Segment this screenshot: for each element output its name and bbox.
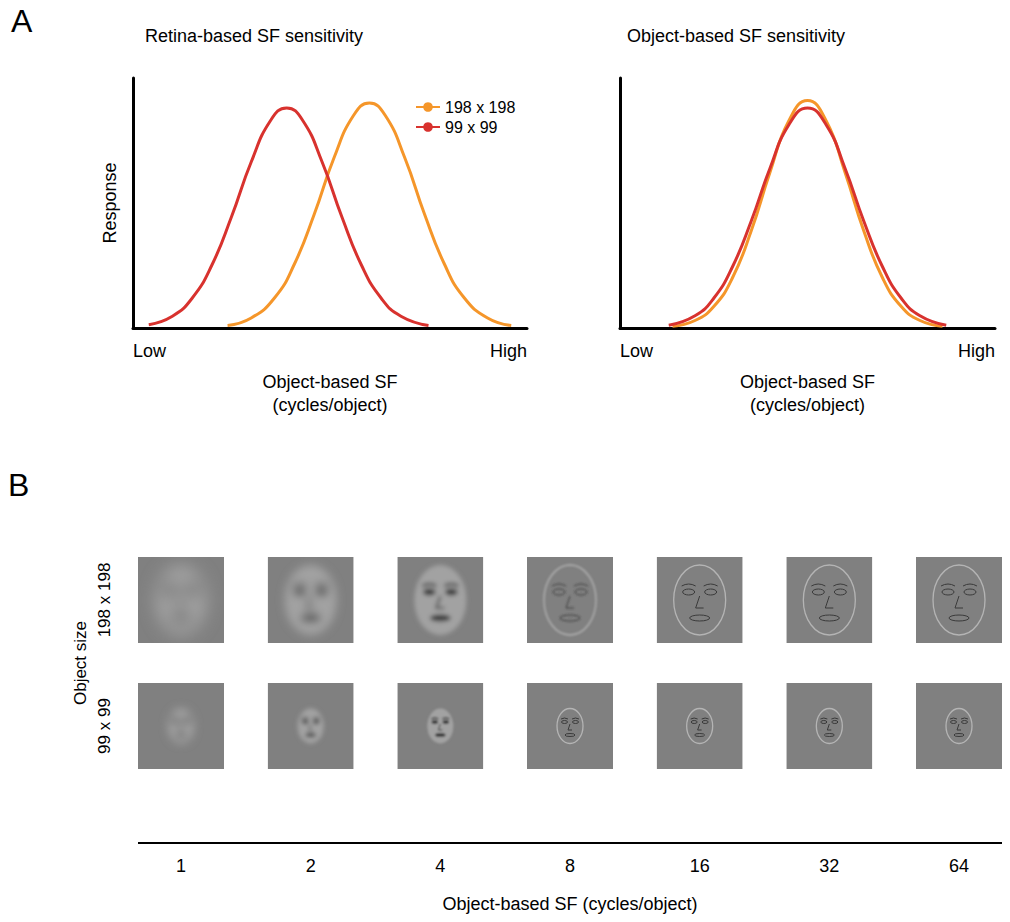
svg-text:High: High [490,341,527,361]
svg-text:Retina-based SF sensitivity: Retina-based SF sensitivity [145,26,363,46]
svg-text:2: 2 [306,856,316,876]
svg-text:Response: Response [100,162,120,243]
svg-text:Low: Low [133,341,167,361]
svg-text:99 x 99: 99 x 99 [95,698,114,754]
svg-text:198 x 198: 198 x 198 [445,99,515,116]
svg-text:Object size: Object size [71,621,90,705]
svg-text:B: B [8,467,29,503]
svg-text:8: 8 [565,856,575,876]
svg-text:(cycles/object): (cycles/object) [750,395,865,415]
svg-text:Object-based SF: Object-based SF [740,372,875,392]
svg-text:198 x 198: 198 x 198 [95,563,114,638]
svg-text:A: A [11,3,33,39]
svg-text:(cycles/object): (cycles/object) [272,395,387,415]
svg-text:32: 32 [819,856,839,876]
svg-text:Object-based SF sensitivity: Object-based SF sensitivity [627,26,845,46]
svg-text:64: 64 [949,856,969,876]
svg-text:Object-based SF: Object-based SF [262,372,397,392]
svg-text:High: High [958,341,995,361]
svg-text:16: 16 [690,856,710,876]
svg-text:Object-based SF (cycles/object: Object-based SF (cycles/object) [442,894,697,914]
svg-text:1: 1 [176,856,186,876]
svg-text:Low: Low [620,341,654,361]
svg-text:99 x 99: 99 x 99 [445,119,498,136]
svg-text:4: 4 [435,856,445,876]
